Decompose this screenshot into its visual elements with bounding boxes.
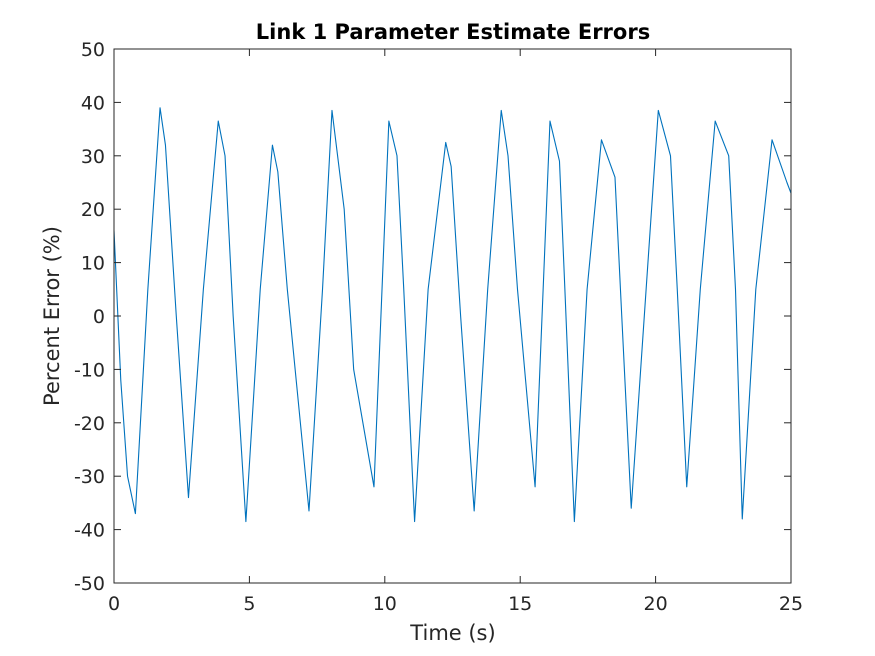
data-series-line-1: [113, 107, 792, 523]
y-tick-label: -10: [74, 359, 105, 381]
x-tick-label: 15: [508, 593, 532, 615]
axis-ticks: 0 5 10 15 20 25 -50 -40 -30 -20 -10 0 10 20 30 40 50: [74, 39, 803, 615]
y-tick-label: 50: [81, 39, 105, 61]
y-tick-label: 20: [81, 199, 105, 221]
chart-title: Link 1 Parameter Estimate Errors: [256, 20, 650, 44]
y-tick-label: 0: [93, 306, 105, 328]
x-tick-label: 10: [373, 593, 397, 615]
y-axis-label: Percent Error (%): [40, 226, 64, 406]
y-tick-label: -40: [74, 520, 105, 542]
plot-area: [113, 107, 792, 523]
y-tick-label: 40: [81, 92, 105, 114]
y-tick-label: 10: [81, 253, 105, 275]
y-tick-label: 30: [81, 146, 105, 168]
x-tick-label: 0: [108, 593, 120, 615]
y-tick-label: -20: [74, 413, 105, 435]
y-tick-label: -50: [74, 573, 105, 595]
x-tick-label: 20: [644, 593, 668, 615]
y-tick-label: -30: [74, 466, 105, 488]
x-tick-label: 25: [779, 593, 803, 615]
x-axis-label: Time (s): [409, 621, 495, 645]
x-tick-label: 5: [243, 593, 255, 615]
